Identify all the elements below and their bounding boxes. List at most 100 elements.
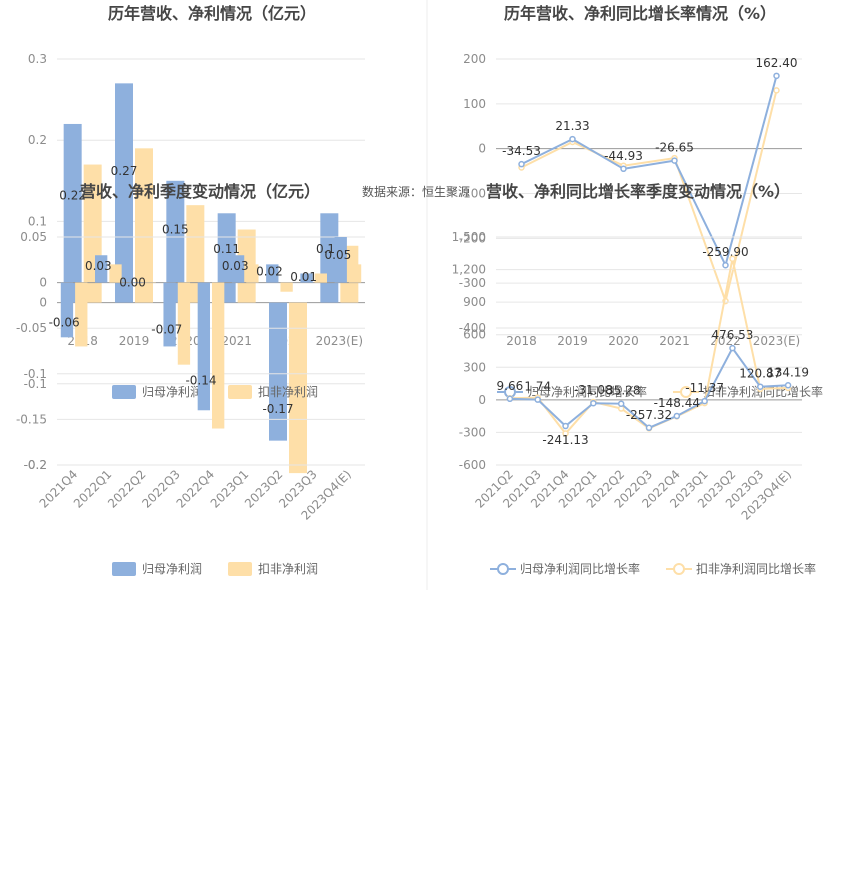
- point-data-label: 120.87: [739, 367, 781, 381]
- legend-marker[interactable]: [497, 563, 509, 575]
- x-tick-label: 2023(E): [316, 334, 363, 348]
- x-tick-label: 2023(E): [753, 334, 800, 348]
- y-tick-label: 300: [463, 360, 486, 374]
- y-tick-label: 600: [463, 328, 486, 342]
- bar-deducted-profit: [314, 273, 327, 283]
- data-source-label: 数据来源：恒生聚源: [362, 184, 470, 199]
- legend-label[interactable]: 归母净利润同比增长率: [527, 384, 647, 399]
- data-point: [562, 430, 569, 437]
- bar-net-profit: [269, 302, 287, 441]
- y-tick-label: -0.1: [24, 377, 47, 391]
- bar-data-label: -0.17: [262, 402, 293, 416]
- point-data-label: -11.37: [685, 381, 724, 395]
- point-data-label: -26.65: [655, 141, 694, 155]
- bar-net-profit: [163, 282, 176, 347]
- bar-net-profit: [60, 282, 74, 338]
- legend-swatch[interactable]: [112, 385, 136, 399]
- legend-swatch[interactable]: [228, 385, 252, 399]
- y-tick-label: -300: [459, 425, 486, 439]
- data-point: [722, 261, 729, 269]
- bar-net-profit: [300, 273, 313, 283]
- bar-deducted-profit: [246, 264, 259, 283]
- x-tick-label: 2018: [506, 334, 537, 348]
- point-data-label: 1.74: [524, 380, 551, 394]
- bar-net-profit: [129, 282, 142, 284]
- bar-deducted-profit: [109, 264, 122, 283]
- bar-data-label: 0.27: [111, 164, 138, 178]
- data-point: [784, 382, 792, 389]
- point-data-label: 9.66: [497, 379, 524, 393]
- legend-swatch[interactable]: [112, 562, 136, 576]
- y-tick-label: 0: [39, 296, 47, 310]
- legend-label[interactable]: 扣非净利润同比增长率: [696, 561, 816, 576]
- bar-net-profit: [197, 282, 210, 411]
- bar-data-label: 0.03: [85, 259, 112, 273]
- point-data-label: -44.93: [604, 149, 643, 163]
- data-point: [773, 72, 780, 80]
- legend-label[interactable]: 扣非净利润: [258, 385, 318, 399]
- bar-data-label: 0.02: [256, 265, 283, 279]
- bar-net-profit: [231, 255, 245, 283]
- y-tick-label: 200: [463, 52, 486, 66]
- point-data-label: -148.44: [654, 396, 700, 410]
- y-tick-label: 900: [463, 295, 486, 309]
- data-point: [773, 87, 780, 94]
- legend-swatch[interactable]: [228, 562, 252, 576]
- legend-label[interactable]: 扣非净利润同比增长率: [703, 384, 823, 399]
- x-tick-label: 2019: [119, 334, 150, 348]
- y-tick-label: 0.1: [28, 214, 47, 228]
- bar-data-label: -0.14: [185, 374, 216, 388]
- bar-deducted-profit: [289, 302, 307, 474]
- data-point: [562, 422, 569, 430]
- y-tick-label: -400: [459, 321, 486, 335]
- point-data-label: 134.19: [767, 365, 809, 379]
- bar-data-label: 0.11: [213, 242, 240, 256]
- bar-net-profit: [217, 213, 236, 303]
- bar-deducted-profit: [143, 282, 156, 284]
- point-data-label: -35.28: [602, 384, 641, 398]
- data-point: [518, 160, 525, 168]
- legend-marker[interactable]: [680, 386, 692, 398]
- y-tick-label: -0.05: [16, 321, 47, 335]
- data-point: [617, 400, 625, 407]
- y-tick-label: -0.15: [16, 412, 47, 426]
- bar-data-label: 0.03: [222, 259, 249, 273]
- y-tick-label: -200: [459, 231, 486, 245]
- y-tick-label: 0.3: [28, 52, 47, 66]
- chart-title: 历年营收、净利同比增长率情况（%）: [504, 4, 776, 23]
- bar-net-profit: [334, 237, 347, 283]
- data-point: [673, 412, 681, 420]
- legend-label[interactable]: 归母净利润: [142, 385, 202, 399]
- data-point: [590, 399, 597, 407]
- chart-title: 营收、净利季度变动情况（亿元）: [80, 182, 320, 201]
- bar-data-label: 0.05: [325, 248, 352, 262]
- x-tick-label: 2021: [221, 334, 252, 348]
- legend-marker[interactable]: [673, 563, 685, 575]
- y-tick-label: 1,200: [452, 263, 486, 277]
- bar-data-label: 0.01: [290, 270, 317, 284]
- data-point: [757, 383, 764, 390]
- bar-data-label: 0.00: [119, 276, 146, 290]
- bar-net-profit: [95, 255, 108, 283]
- point-data-label: -259.90: [702, 245, 748, 259]
- bar-deducted-profit: [75, 282, 88, 347]
- x-tick-label: 2021: [659, 334, 690, 348]
- data-point: [645, 424, 653, 432]
- series-line-net-profit: [521, 75, 778, 269]
- legend-label[interactable]: 归母净利润同比增长率: [520, 561, 640, 576]
- point-data-label: 162.40: [756, 56, 798, 70]
- point-data-label: 21.33: [555, 119, 589, 133]
- data-point: [534, 396, 541, 403]
- y-tick-label: 100: [463, 97, 486, 111]
- chart-title: 营收、净利同比增长率季度变动情况（%）: [486, 182, 790, 201]
- bar-net-profit: [166, 180, 185, 303]
- bar-data-label: 0.15: [162, 223, 189, 237]
- legend-label[interactable]: 归母净利润: [142, 562, 202, 576]
- bar-data-label: 0.22: [59, 188, 86, 202]
- point-data-label: 476.53: [711, 328, 753, 342]
- y-tick-label: 0: [39, 276, 47, 290]
- y-tick-label: 0: [478, 142, 486, 156]
- legend-label[interactable]: 扣非净利润: [258, 562, 318, 576]
- bar-deducted-profit: [212, 282, 225, 429]
